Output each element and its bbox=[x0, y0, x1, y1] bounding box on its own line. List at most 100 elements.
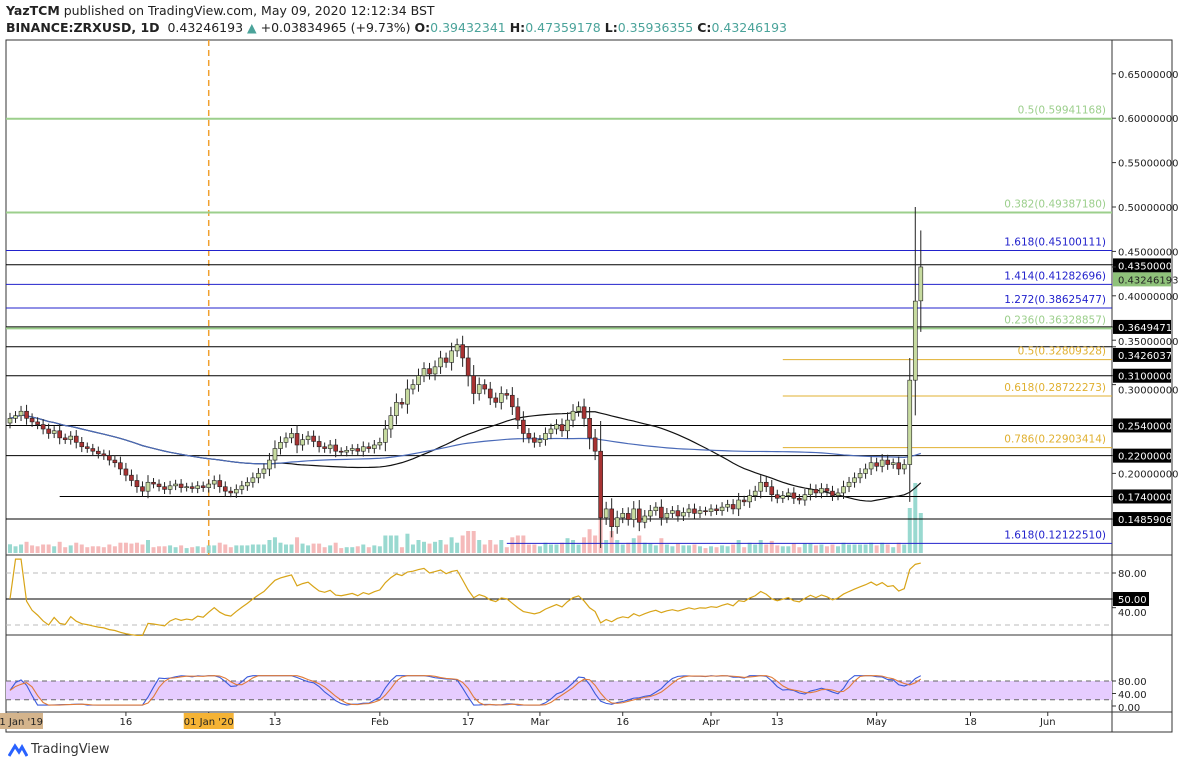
candle bbox=[664, 513, 670, 519]
volume-bar bbox=[891, 547, 896, 553]
candle bbox=[311, 435, 316, 442]
volume-bar bbox=[30, 545, 35, 553]
volume-bar bbox=[471, 531, 476, 553]
candle bbox=[333, 444, 338, 452]
volume-bar bbox=[339, 548, 344, 553]
candle bbox=[162, 486, 167, 490]
close-label: C: bbox=[697, 20, 712, 35]
candle bbox=[228, 490, 234, 494]
volume-bar bbox=[758, 540, 763, 553]
volume-bar bbox=[350, 547, 355, 553]
author[interactable]: YazTCM bbox=[6, 3, 60, 18]
price-tick-label: 0.30000000 bbox=[1118, 386, 1178, 397]
candle bbox=[101, 453, 107, 456]
volume-bar bbox=[593, 535, 598, 553]
candle bbox=[383, 428, 388, 443]
volume-bar bbox=[769, 540, 774, 553]
volume-bar bbox=[190, 547, 195, 553]
fib-level-label: 1.618(0.12122510) bbox=[1004, 529, 1106, 541]
volume-bar bbox=[703, 548, 708, 553]
volume-bar bbox=[311, 543, 316, 553]
candle bbox=[537, 439, 543, 443]
stoch-k-line bbox=[9, 675, 922, 706]
volume-bar bbox=[405, 533, 410, 553]
volume-bar bbox=[720, 545, 725, 553]
volume-bar bbox=[427, 543, 432, 553]
volume-bar bbox=[521, 535, 526, 553]
candle bbox=[410, 384, 416, 390]
candle bbox=[206, 483, 212, 488]
stoch-d-line bbox=[9, 675, 922, 706]
candle bbox=[427, 368, 432, 375]
volume-bar bbox=[107, 544, 112, 553]
candle bbox=[554, 424, 559, 430]
candle bbox=[377, 442, 383, 446]
low-value: 0.35936355 bbox=[617, 20, 694, 35]
candle bbox=[123, 468, 129, 476]
candle bbox=[360, 446, 366, 452]
volume-bar bbox=[377, 546, 382, 553]
candle bbox=[482, 384, 488, 390]
volume-bar bbox=[609, 531, 614, 553]
volume-bar bbox=[261, 544, 266, 553]
volume-bar bbox=[118, 542, 123, 553]
candle bbox=[653, 506, 659, 511]
price-tag-bg bbox=[1113, 258, 1171, 273]
candle bbox=[294, 433, 300, 446]
volume-bar bbox=[537, 546, 542, 553]
change: +0.03834965 (+9.73%) bbox=[260, 20, 411, 35]
time-tick-label: 16 bbox=[616, 717, 629, 728]
volume-bar bbox=[819, 544, 824, 553]
volume-bar bbox=[85, 547, 90, 553]
candle bbox=[918, 266, 924, 302]
candle bbox=[245, 481, 250, 487]
volume-bar bbox=[477, 540, 482, 553]
volume-bar bbox=[466, 531, 471, 553]
current-price-tag: 0.43246193 bbox=[1118, 275, 1178, 286]
volume-bar bbox=[151, 547, 156, 553]
volume-bar bbox=[631, 538, 636, 553]
volume-bar bbox=[802, 543, 807, 553]
candle bbox=[752, 490, 758, 496]
up-arrow-icon: ▲ bbox=[247, 20, 257, 35]
volume-bar bbox=[791, 543, 796, 553]
candle bbox=[659, 506, 664, 519]
volume-bar bbox=[284, 544, 288, 553]
volume-bar bbox=[239, 545, 244, 553]
volume-bar bbox=[179, 545, 184, 553]
candle bbox=[316, 441, 322, 448]
volume-bar bbox=[333, 542, 338, 553]
tradingview-logo[interactable]: TradingView bbox=[8, 742, 110, 757]
fib-level-label: 1.414(0.41282696) bbox=[1004, 270, 1106, 282]
volume-bar bbox=[90, 546, 95, 553]
high-value: 0.47359178 bbox=[525, 20, 601, 35]
volume-bar bbox=[742, 547, 747, 553]
candle bbox=[134, 480, 140, 488]
candle bbox=[13, 415, 18, 419]
candle bbox=[46, 428, 51, 434]
volume-bar bbox=[858, 544, 863, 553]
volume-bar bbox=[35, 546, 40, 553]
close-value: 0.43246193 bbox=[711, 20, 787, 35]
volume-bar bbox=[52, 546, 57, 553]
candle bbox=[747, 495, 752, 503]
volume-bar bbox=[681, 545, 686, 553]
volume-bar bbox=[725, 546, 730, 553]
candle bbox=[18, 410, 24, 416]
chart-frame bbox=[5, 39, 1173, 733]
volume-bar bbox=[626, 542, 631, 553]
volume-bar bbox=[146, 540, 150, 553]
stoch-tick-label: 80.00 bbox=[1118, 677, 1147, 688]
candle bbox=[697, 510, 703, 514]
volume-bar bbox=[670, 546, 675, 553]
candle bbox=[250, 477, 256, 483]
candle bbox=[388, 415, 394, 430]
volume-bar bbox=[129, 543, 134, 553]
volume-bar bbox=[422, 541, 426, 553]
volume-bar bbox=[399, 547, 404, 553]
candle bbox=[107, 455, 112, 461]
candle bbox=[156, 483, 162, 488]
volume-bar bbox=[692, 544, 697, 553]
time-tick-label: 18 bbox=[964, 717, 977, 728]
